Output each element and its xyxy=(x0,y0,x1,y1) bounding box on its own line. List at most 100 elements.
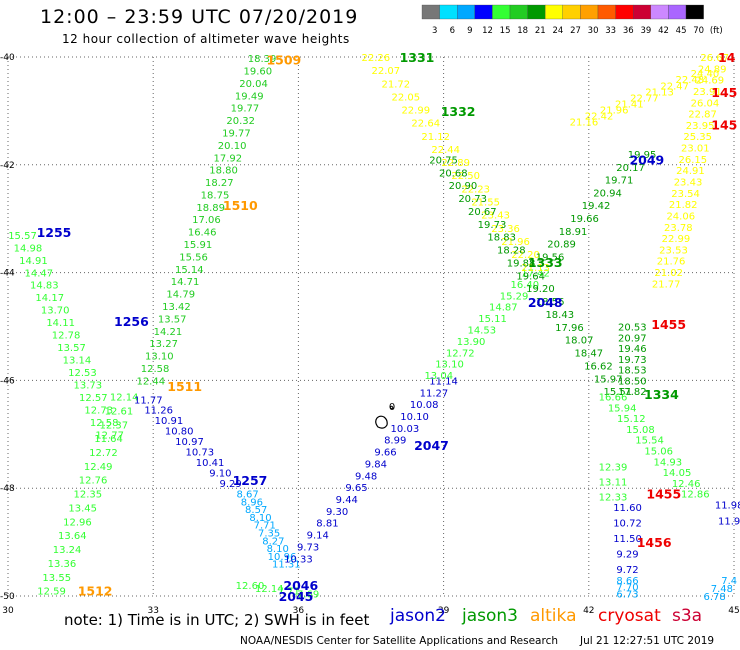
colorbar-swatch xyxy=(509,4,528,20)
swh-value-label: 10.96 xyxy=(268,552,297,563)
swh-value-label: 22.47 xyxy=(660,81,689,92)
swh-value-label: 21.12 xyxy=(421,132,450,143)
swh-value-label: 9.84 xyxy=(365,459,387,470)
colorbar-label: 27 xyxy=(570,26,581,36)
swh-value-label: 12.77 xyxy=(95,430,124,441)
swh-value-label: 21.96 xyxy=(600,106,629,117)
swh-value-label: 17.42 xyxy=(521,269,550,280)
swh-value-label: 9.73 xyxy=(297,542,319,553)
swh-value-label: 21.13 xyxy=(645,87,674,98)
x-tick-label: 39 xyxy=(438,606,450,616)
swh-value-label: 8.27 xyxy=(262,536,284,547)
swh-value-label: 13.24 xyxy=(53,545,82,556)
swh-value-label: 9.48 xyxy=(355,471,377,482)
swh-value-label: 21.13 xyxy=(521,263,550,274)
swh-value-label: 18.83 xyxy=(487,233,516,244)
swh-value-label: 13.42 xyxy=(162,302,191,313)
swh-value-label: 12.14 xyxy=(110,393,139,404)
swh-value-label: 20.32 xyxy=(226,116,255,127)
y-tick-label: -50 xyxy=(0,592,15,602)
colorbar-swatch xyxy=(615,4,634,20)
swh-value-label: 14.79 xyxy=(166,290,195,301)
swh-value-label: 15.29 xyxy=(500,291,529,302)
swh-value-label: 15.06 xyxy=(644,446,673,457)
swh-value-label: 13.36 xyxy=(48,559,77,570)
colorbar-swatch xyxy=(457,4,475,20)
swh-value-label: 15.94 xyxy=(608,403,637,414)
swh-value-label: 19.56 xyxy=(536,252,565,263)
colorbar-swatch xyxy=(474,4,493,20)
swh-value-label: 9.29 xyxy=(616,550,638,561)
swh-value-label: 23.43 xyxy=(674,178,703,189)
swh-value-label: 19.73 xyxy=(478,220,507,231)
swh-value-label: 8.67 xyxy=(236,490,258,501)
swh-value-label: 8.10 xyxy=(267,544,289,555)
swh-value-label: 22.77 xyxy=(630,93,659,104)
swh-value-label: 7.71 xyxy=(254,521,276,532)
swh-value-label: 10.72 xyxy=(613,519,642,530)
swh-value-label: 12.61 xyxy=(105,406,134,417)
colorbar-label: 21 xyxy=(535,26,546,36)
swh-value-label: 13.55 xyxy=(42,573,71,584)
legend-altika: altika xyxy=(530,606,577,626)
swh-value-label: 12.76 xyxy=(79,476,108,487)
swh-value-label: 19.60 xyxy=(243,66,272,77)
swh-value-label: 11.27 xyxy=(420,388,449,399)
swh-value-label: 18.07 xyxy=(565,336,594,347)
swh-value-label: 8.66 xyxy=(616,576,638,587)
swh-value-label: 10.08 xyxy=(410,400,439,411)
colorbar-label: 42 xyxy=(658,26,669,36)
colorbar-label: (ft) xyxy=(710,26,723,36)
swh-value-label: 22.44 xyxy=(431,145,460,156)
swh-value-label: 12.39 xyxy=(599,463,628,474)
swh-value-label: 22.05 xyxy=(391,92,420,103)
swh-value-label: 18.91 xyxy=(559,227,588,238)
colorbar-swatch xyxy=(685,4,704,20)
swh-value-label: 16.46 xyxy=(188,228,217,239)
swh-value-label: 18.75 xyxy=(201,190,230,201)
swh-value-label: 10.73 xyxy=(185,447,214,458)
swh-value-label: 14.87 xyxy=(489,303,518,314)
swh-value-label: 20.90 xyxy=(449,181,478,192)
swh-value-label: 12.86 xyxy=(681,490,710,501)
swh-value-label: 12.33 xyxy=(599,492,628,503)
swh-value-label: 7.71 xyxy=(278,587,300,598)
swh-value-label: 13.57 xyxy=(57,343,86,354)
swh-value-label: 10.41 xyxy=(196,458,225,469)
swh-value-label: 12.44 xyxy=(136,376,165,387)
swh-value-label: 14.83 xyxy=(30,281,59,292)
swh-value-label: 19.46 xyxy=(618,344,647,355)
pass-time-label: 1331 xyxy=(400,50,435,65)
swh-value-label: 14.21 xyxy=(154,327,183,338)
pass-time-label: 1510 xyxy=(223,198,258,213)
pass-time-label: 1509 xyxy=(266,53,301,68)
swh-value-label: 12.57 xyxy=(79,393,108,404)
pass-time-label: 1455 xyxy=(651,317,686,332)
swh-value-label: 8.81 xyxy=(316,519,338,530)
swh-value-label: 12.37 xyxy=(99,420,128,431)
swh-value-label: 13.11 xyxy=(599,477,628,488)
swh-value-label: 9.66 xyxy=(374,448,396,459)
swh-value-label: 16.66 xyxy=(599,393,628,404)
island-label: 0 xyxy=(389,402,395,413)
swh-value-label: 13.10 xyxy=(145,352,174,363)
swh-value-label: 14.05 xyxy=(663,468,692,479)
swh-value-label: 13.90 xyxy=(457,337,486,348)
colorbar-swatch xyxy=(668,4,687,20)
swh-value-label: 22.07 xyxy=(372,66,401,77)
swh-value-label: 18.43 xyxy=(545,310,574,321)
pass-time-label: 1256 xyxy=(114,314,149,329)
swh-value-label: 10.91 xyxy=(155,416,184,427)
swh-value-label: 14.17 xyxy=(35,293,64,304)
swh-value-label: 24.40 xyxy=(691,69,720,80)
swh-value-label: 22.23 xyxy=(461,184,490,195)
colorbar-swatch xyxy=(492,4,511,20)
swh-value-label: 11.98 xyxy=(715,500,740,511)
swh-value-label: 13.64 xyxy=(58,531,87,542)
swh-value-label: 20.53 xyxy=(618,323,647,334)
chart-axes: 30 33 36 39 42 45 -40 -42 -44 -46 -48 -50 xyxy=(0,53,740,616)
footer-credit: NOAA/NESDIS Center for Satellite Applica… xyxy=(240,635,558,647)
swh-value-label: 21.76 xyxy=(657,257,686,268)
swh-value-label: 22.64 xyxy=(411,119,440,130)
